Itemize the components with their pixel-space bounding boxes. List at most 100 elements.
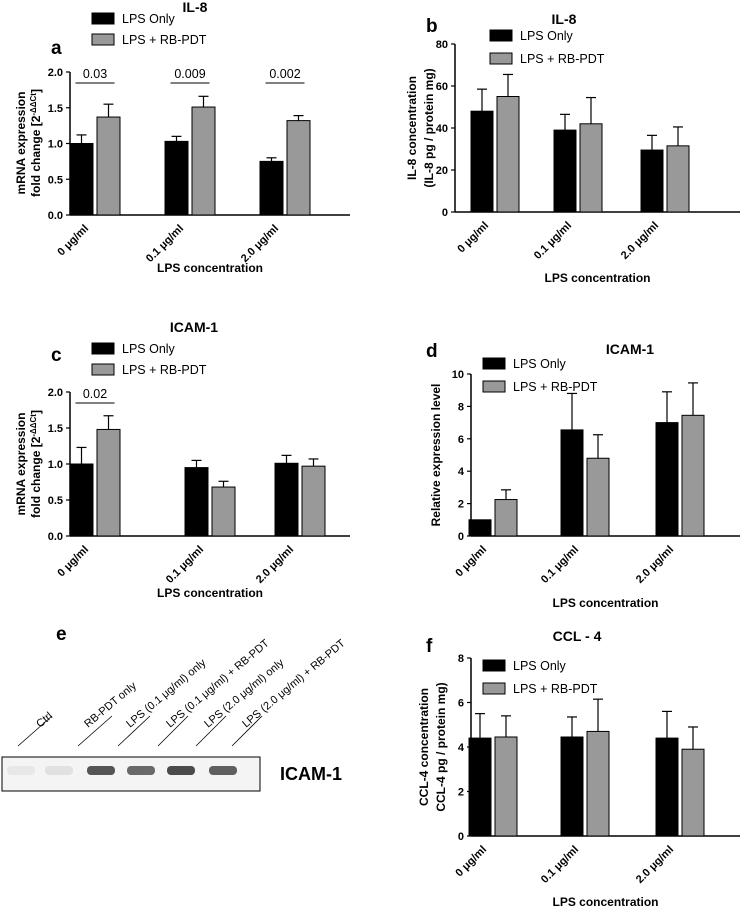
bar-lps-only — [69, 143, 94, 216]
legend-label: LPS + RB-PDT — [520, 52, 605, 66]
legend-swatch — [91, 12, 115, 25]
y-tick-label: 80 — [436, 39, 448, 51]
lane-divider — [195, 715, 227, 747]
panel-letter-e: e — [56, 624, 67, 645]
bar-lps-rbpdt — [96, 428, 121, 537]
bar-lps-rbpdt — [494, 499, 518, 537]
y-tick-label: 6 — [458, 698, 464, 710]
x-axis-label: LPS concentration — [157, 586, 263, 600]
panel-letter-f: f — [426, 636, 433, 657]
blot-band — [45, 766, 73, 775]
bar-lps-only — [560, 736, 584, 837]
bar-lps-rbpdt — [666, 145, 690, 213]
y-tick-label: 0.0 — [48, 210, 63, 222]
panel-a-chart: a IL-8 0.00.51.01.52.00 μg/ml 0.1 μg/ml 2.… — [14, 0, 350, 275]
y-tick-label: 2.0 — [48, 387, 63, 399]
bar-lps-only — [164, 140, 189, 216]
bar-lps-only — [560, 429, 584, 537]
bar-lps-only — [655, 422, 679, 537]
panel-a-title: IL-8 — [183, 0, 208, 15]
blot-band — [167, 766, 195, 775]
bar-lps-rbpdt — [301, 465, 326, 537]
y-tick-label: 1.0 — [48, 139, 63, 151]
legend-label: LPS + RB-PDT — [513, 682, 598, 696]
y-axis-label: CCL-4 pg / protein mg) — [434, 682, 448, 811]
y-tick-label: 2 — [458, 499, 464, 511]
bar-lps-rbpdt — [286, 120, 311, 216]
bar-lps-rbpdt — [579, 123, 603, 213]
y-tick-label: 0 — [442, 207, 448, 219]
legend-swatch — [91, 33, 115, 46]
y-axis-label: mRNA expression — [14, 413, 28, 516]
bar-lps-rbpdt — [681, 414, 705, 537]
y-axis-label: Relative expression level — [429, 384, 443, 527]
y-tick-label: 8 — [458, 401, 464, 413]
bar-lps-rbpdt — [586, 730, 610, 837]
y-axis-label: (IL-8 pg / protein mg) — [422, 68, 436, 187]
p-value-label: 0.03 — [83, 67, 107, 81]
panel-f-title: CCL - 4 — [553, 628, 602, 644]
blot-band — [127, 766, 155, 775]
y-tick-label: 20 — [436, 165, 448, 177]
bar-lps-rbpdt — [681, 748, 705, 837]
y-tick-label: 0.0 — [48, 531, 63, 543]
panel-d-title: ICAM-1 — [606, 341, 654, 357]
bar-lps-rbpdt — [191, 106, 216, 216]
bar-lps-rbpdt — [494, 736, 518, 837]
y-tick-label: 40 — [436, 123, 448, 135]
y-axis-label: mRNA expression — [14, 92, 28, 195]
bar-lps-only — [69, 463, 94, 537]
y-axis-label: CCL-4 concentration — [417, 688, 431, 806]
y-tick-label: 2 — [458, 787, 464, 799]
blot-band — [87, 766, 115, 775]
y-tick-label: 0.5 — [48, 174, 63, 186]
y-tick-label: 1.5 — [48, 423, 63, 435]
legend-swatch — [482, 682, 506, 695]
x-axis-label: LPS concentration — [157, 261, 263, 275]
legend-swatch — [482, 380, 506, 393]
legend-label: LPS + RB-PDT — [122, 33, 207, 47]
legend-label: LPS Only — [513, 659, 567, 673]
y-axis-label: fold change [2-ΔΔCt] — [29, 89, 44, 197]
panel-letter-c: c — [51, 345, 62, 366]
y-tick-label: 10 — [452, 369, 464, 381]
bar-lps-only — [468, 519, 492, 537]
x-axis-label: LPS concentration — [552, 596, 658, 610]
y-tick-label: 1.0 — [48, 459, 63, 471]
blot-protein-label: ICAM-1 — [280, 764, 342, 784]
panel-letter-b: b — [426, 16, 438, 37]
legend-swatch — [489, 52, 513, 65]
panel-c-title: ICAM-1 — [170, 319, 218, 335]
legend-swatch — [489, 29, 513, 42]
bar-lps-only — [468, 737, 492, 837]
panel-b-title: IL-8 — [552, 11, 577, 27]
x-axis-label: LPS concentration — [552, 895, 658, 909]
bar-lps-rbpdt — [496, 96, 520, 213]
lane-divider — [77, 715, 113, 747]
bar-lps-only — [640, 149, 664, 213]
legend-swatch — [91, 363, 115, 376]
panel-letter-a: a — [51, 38, 62, 59]
y-axis-label: IL-8 concentration — [405, 76, 419, 180]
panel-c-chart: c ICAM-1 0.00.51.01.52.00 μg/ml 0.1 μg/ml… — [14, 319, 350, 600]
legend-label: LPS Only — [122, 12, 176, 26]
bar-lps-only — [274, 462, 299, 537]
y-tick-label: 60 — [436, 81, 448, 93]
bar-lps-only — [259, 160, 284, 216]
bar-lps-rbpdt — [586, 457, 610, 537]
legend-label: LPS Only — [520, 29, 574, 43]
legend-swatch — [482, 357, 506, 370]
bar-lps-only — [184, 467, 209, 537]
y-axis-label: fold change [2-ΔΔCt] — [29, 410, 44, 518]
p-value-label: 0.002 — [269, 67, 300, 81]
bar-lps-rbpdt — [96, 116, 121, 216]
p-value-label: 0.009 — [174, 67, 205, 81]
bar-lps-only — [553, 129, 577, 213]
bar-lps-only — [470, 110, 494, 213]
legend-label: LPS + RB-PDT — [513, 380, 598, 394]
legend-label: LPS + RB-PDT — [122, 363, 207, 377]
bar-lps-rbpdt — [211, 486, 236, 537]
lane-divider — [17, 715, 53, 747]
y-tick-label: 0 — [458, 531, 464, 543]
